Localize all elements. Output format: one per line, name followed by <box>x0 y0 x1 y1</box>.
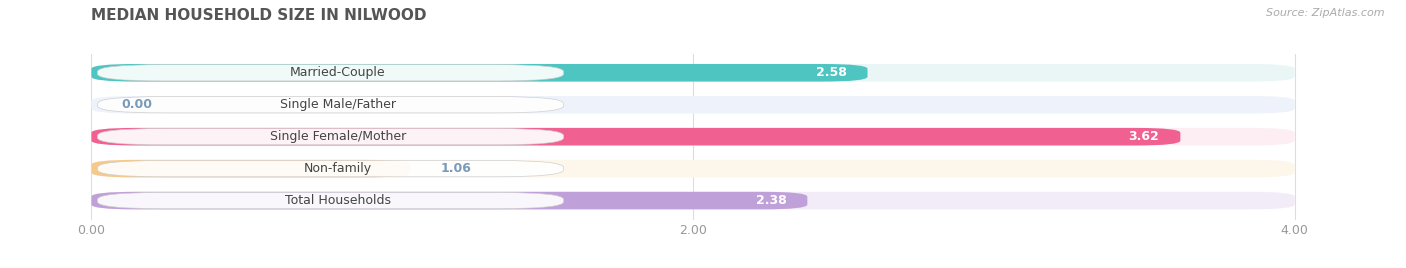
Text: Total Households: Total Households <box>285 194 391 207</box>
FancyBboxPatch shape <box>97 161 564 177</box>
FancyBboxPatch shape <box>91 160 1295 177</box>
FancyBboxPatch shape <box>91 64 1295 81</box>
FancyBboxPatch shape <box>97 129 564 145</box>
Text: 1.06: 1.06 <box>440 162 471 175</box>
FancyBboxPatch shape <box>91 64 868 81</box>
Text: MEDIAN HOUSEHOLD SIZE IN NILWOOD: MEDIAN HOUSEHOLD SIZE IN NILWOOD <box>91 8 427 23</box>
FancyBboxPatch shape <box>91 128 1181 146</box>
Text: Married-Couple: Married-Couple <box>290 66 385 79</box>
Text: 2.58: 2.58 <box>815 66 846 79</box>
Text: 2.38: 2.38 <box>755 194 786 207</box>
FancyBboxPatch shape <box>91 96 1295 114</box>
Text: 0.00: 0.00 <box>121 98 152 111</box>
Text: Source: ZipAtlas.com: Source: ZipAtlas.com <box>1267 8 1385 18</box>
Text: Non-family: Non-family <box>304 162 373 175</box>
Text: Single Male/Father: Single Male/Father <box>280 98 396 111</box>
FancyBboxPatch shape <box>97 65 564 81</box>
FancyBboxPatch shape <box>91 128 1295 146</box>
FancyBboxPatch shape <box>97 192 564 209</box>
FancyBboxPatch shape <box>91 160 411 177</box>
FancyBboxPatch shape <box>97 96 564 113</box>
FancyBboxPatch shape <box>91 192 807 209</box>
FancyBboxPatch shape <box>91 192 1295 209</box>
Text: 3.62: 3.62 <box>1129 130 1160 143</box>
Text: Single Female/Mother: Single Female/Mother <box>270 130 406 143</box>
